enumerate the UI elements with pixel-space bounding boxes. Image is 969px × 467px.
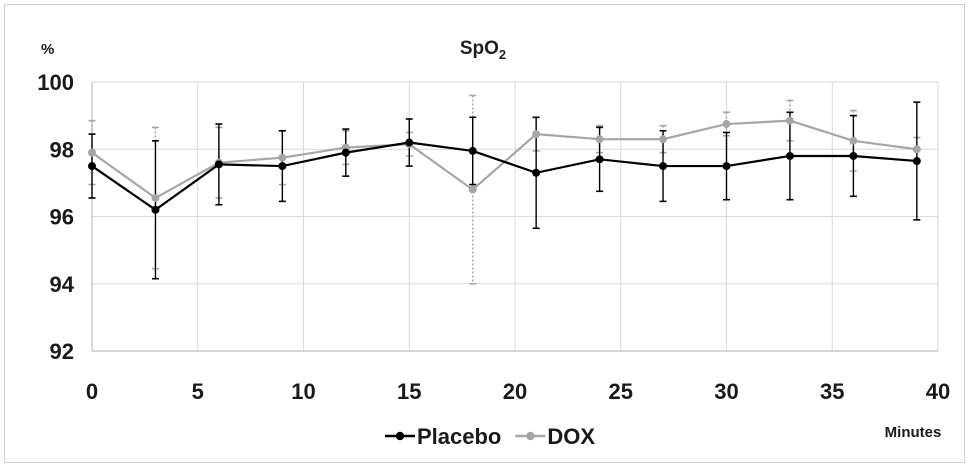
- data-point: [151, 194, 160, 203]
- data-point: [278, 162, 287, 171]
- data-point: [88, 162, 96, 171]
- error-bar-layer: [88, 94, 921, 285]
- series-line: [91, 119, 917, 200]
- data-point: [595, 155, 604, 164]
- data-point: [214, 160, 223, 169]
- line-chart: % SpO2 92 94 96 98 100 0 5 10 15 20 25 30 35 40 Minut…: [37, 38, 950, 449]
- y-tick-label: 98: [50, 137, 74, 162]
- legend: Placebo DOX: [385, 424, 595, 449]
- axis-layer: [91, 82, 938, 352]
- legend-label: DOX: [547, 424, 595, 449]
- data-point: [468, 185, 477, 194]
- data-point: [468, 146, 477, 155]
- data-point: [785, 116, 794, 125]
- data-point: [532, 168, 541, 177]
- y-tick-label: 96: [50, 205, 74, 230]
- x-tick-label: 35: [820, 379, 844, 404]
- grid-layer: [92, 81, 939, 351]
- data-point: [151, 205, 160, 214]
- chart-title-subscript: 2: [499, 47, 506, 62]
- data-point: [785, 151, 794, 160]
- data-point: [532, 130, 541, 139]
- data-point: [659, 135, 668, 144]
- chart-title: SpO2: [460, 38, 506, 62]
- y-unit-label: %: [41, 41, 54, 58]
- x-tick-label: 5: [192, 379, 204, 404]
- data-point: [912, 145, 921, 154]
- tick-label-layer: 92 94 96 98 100 0 5 10 15 20 25 30 35 40: [37, 70, 950, 404]
- data-point: [88, 148, 96, 157]
- data-point: [595, 135, 604, 144]
- x-axis-label: Minutes: [885, 424, 942, 441]
- legend-marker: [526, 431, 535, 441]
- x-tick-label: 15: [397, 379, 421, 404]
- data-point: [341, 148, 350, 157]
- x-tick-label: 20: [503, 379, 527, 404]
- data-point: [722, 120, 731, 129]
- data-point: [722, 162, 731, 171]
- data-point: [405, 138, 414, 147]
- data-point: [849, 151, 858, 160]
- x-tick-label: 10: [291, 379, 315, 404]
- y-tick-label: 92: [50, 339, 74, 364]
- series-layer: [88, 116, 921, 214]
- y-tick-label: 100: [37, 70, 74, 95]
- data-point: [278, 153, 287, 162]
- legend-label: Placebo: [417, 424, 501, 449]
- chart-frame: % SpO2 92 94 96 98 100 0 5 10 15 20 25 30 35 40 Minut…: [4, 4, 965, 463]
- x-tick-label: 40: [926, 379, 950, 404]
- legend-marker: [395, 431, 405, 441]
- y-tick-label: 94: [50, 272, 75, 297]
- series-line: [91, 141, 917, 212]
- data-point: [849, 136, 858, 145]
- data-point: [659, 162, 668, 171]
- x-tick-label: 30: [714, 379, 738, 404]
- data-point: [912, 157, 921, 166]
- x-tick-label: 25: [609, 379, 633, 404]
- x-tick-label: 0: [86, 379, 98, 404]
- chart-title-main: SpO: [460, 38, 499, 59]
